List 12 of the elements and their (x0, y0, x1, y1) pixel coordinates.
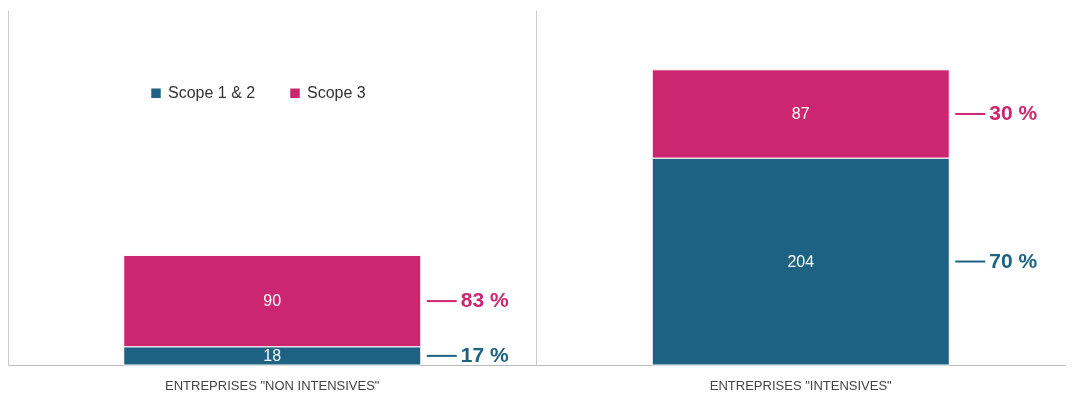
annotation: 70 % (989, 248, 1038, 272)
data-label: 204 (787, 252, 815, 270)
data-label: 18 (263, 346, 282, 364)
data-label: 90 (263, 292, 282, 310)
legend-label: Scope 3 (307, 84, 366, 102)
annotation: 17 % (460, 342, 509, 366)
legend-label: Scope 1 & 2 (168, 84, 256, 102)
x-tick-label: ENTREPRISES "INTENSIVES" (709, 377, 893, 393)
data-label: 87 (791, 104, 810, 122)
annotation: 83 % (460, 288, 509, 312)
annotation: 30 % (989, 100, 1038, 124)
x-tick-label: ENTREPRISES "NON INTENSIVES" (165, 377, 380, 393)
